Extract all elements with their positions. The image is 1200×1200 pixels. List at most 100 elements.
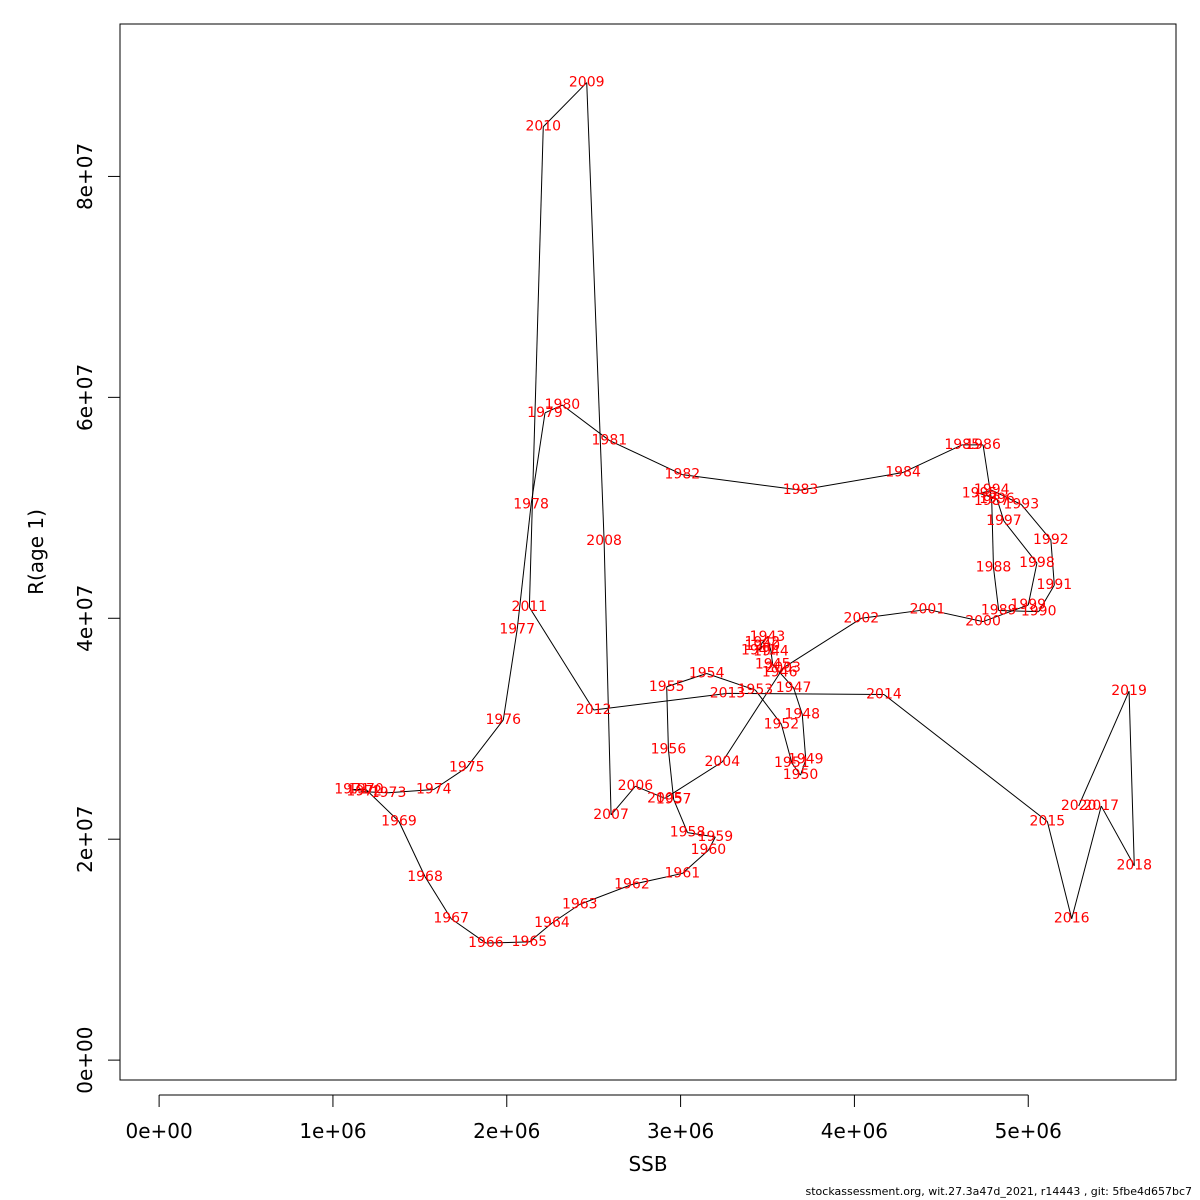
trajectory-segment xyxy=(927,608,984,623)
year-label-2000: 2000 xyxy=(965,614,1001,630)
trajectory-segment xyxy=(579,884,633,905)
trajectory-segment xyxy=(666,686,669,750)
year-label-1949: 1949 xyxy=(788,752,824,768)
trajectory-segment xyxy=(706,673,756,691)
trajectory-segment xyxy=(603,540,612,815)
trajectory-segment xyxy=(998,610,1039,613)
year-label-2017: 2017 xyxy=(1083,798,1119,814)
year-label-1984: 1984 xyxy=(885,464,921,480)
x-tick-label: 3e+06 xyxy=(647,1119,714,1143)
trajectory-segment xyxy=(758,642,763,651)
year-label-1979: 1979 xyxy=(527,405,563,421)
trajectory-segment xyxy=(529,922,553,943)
year-label-1955: 1955 xyxy=(649,679,685,695)
year-label-1951: 1951 xyxy=(774,755,810,771)
year-label-1958: 1958 xyxy=(670,825,706,841)
year-label-2001: 2001 xyxy=(910,601,946,617)
trajectory-segment xyxy=(542,82,588,128)
trajectory-segment xyxy=(664,761,723,799)
x-tick-label: 5e+06 xyxy=(995,1119,1062,1143)
trajectory-segment xyxy=(586,82,605,541)
year-label-2019: 2019 xyxy=(1111,683,1147,699)
trajectory-segment xyxy=(1050,539,1055,586)
trajectory-segment xyxy=(861,608,928,619)
trajectory-segment xyxy=(635,785,666,799)
year-label-1941: 1941 xyxy=(741,642,777,658)
year-label-1992: 1992 xyxy=(1033,532,1069,548)
trajectory-segment xyxy=(780,724,793,764)
y-tick-label: 4e+07 xyxy=(73,585,97,652)
year-label-1962: 1962 xyxy=(614,876,650,892)
year-label-1965: 1965 xyxy=(512,934,548,950)
year-label-2012: 2012 xyxy=(576,702,612,718)
trajectory-segment xyxy=(1003,520,1038,564)
year-label-1995: 1995 xyxy=(962,485,998,501)
trajectory-segment xyxy=(991,501,994,568)
year-label-2014: 2014 xyxy=(866,686,902,702)
trajectory-segment xyxy=(1100,805,1135,866)
year-label-1998: 1998 xyxy=(1019,555,1055,571)
trajectory-segment xyxy=(562,404,610,441)
trajectory-segment xyxy=(528,126,544,608)
year-label-1961: 1961 xyxy=(665,865,701,881)
trajectory-segment xyxy=(992,567,1000,611)
year-label-1980: 1980 xyxy=(545,397,581,413)
trajectory-segment xyxy=(800,471,904,491)
year-label-2006: 2006 xyxy=(618,778,654,794)
year-label-1948: 1948 xyxy=(784,706,820,722)
year-label-1986: 1986 xyxy=(965,437,1001,453)
year-label-1954: 1954 xyxy=(689,666,725,682)
trajectory-segment xyxy=(770,651,774,665)
trajectory-segment xyxy=(388,788,434,794)
trajectory-segment xyxy=(1046,821,1073,919)
year-label-2016: 2016 xyxy=(1054,911,1090,927)
year-label-1956: 1956 xyxy=(651,742,687,758)
trajectory-segment xyxy=(666,673,707,688)
year-label-1944: 1944 xyxy=(753,643,789,659)
trajectory-segment xyxy=(544,404,563,414)
year-label-1996: 1996 xyxy=(979,491,1015,507)
year-label-2008: 2008 xyxy=(586,533,622,549)
year-label-1969: 1969 xyxy=(381,814,417,830)
year-label-2007: 2007 xyxy=(593,807,629,823)
trajectory-segment xyxy=(996,498,1005,522)
trajectory-segment xyxy=(793,687,803,715)
trajectory-segment xyxy=(883,694,1048,822)
plot-frame xyxy=(119,23,1177,1081)
y-axis: 0e+00 2e+07 4e+07 6e+07 8e+07 xyxy=(73,143,121,1094)
trajectory-segment xyxy=(979,489,992,494)
year-label-1959: 1959 xyxy=(698,829,734,845)
recruitment-trajectory xyxy=(351,82,1135,944)
trajectory-segment xyxy=(433,766,468,790)
year-label-1973: 1973 xyxy=(371,785,407,801)
year-label-1981: 1981 xyxy=(592,432,628,448)
trajectory-segment xyxy=(502,629,518,720)
year-label-1997: 1997 xyxy=(986,513,1022,529)
trajectory-segment xyxy=(1071,805,1102,919)
year-label-1946: 1946 xyxy=(762,664,798,680)
year-label-1963: 1963 xyxy=(562,896,598,912)
trajectory-segment xyxy=(528,606,595,711)
year-label-1982: 1982 xyxy=(665,467,701,483)
year-label-1971: 1971 xyxy=(334,781,370,797)
year-label-2020: 2020 xyxy=(1061,798,1097,814)
year-label-1972: 1972 xyxy=(346,784,382,800)
y-tick-label: 8e+07 xyxy=(73,143,97,210)
trajectory-segment xyxy=(667,749,675,800)
trajectory-segment xyxy=(1020,504,1052,541)
year-label-1942: 1942 xyxy=(744,635,780,651)
y-axis-title: R(age 1) xyxy=(24,509,48,595)
year-label-1989: 1989 xyxy=(981,603,1017,619)
x-axis: 0e+00 1e+06 2e+06 3e+06 4e+06 5e+06 xyxy=(125,1094,1062,1143)
trajectory-segment xyxy=(902,444,963,473)
trajectory-segment xyxy=(610,785,636,816)
year-label-2013: 2013 xyxy=(710,685,746,701)
year-label-2002: 2002 xyxy=(844,610,880,626)
trajectory-segment xyxy=(631,872,683,885)
x-axis-title: SSB xyxy=(628,1152,667,1176)
year-label-2011: 2011 xyxy=(512,599,548,615)
trajectory-segment xyxy=(450,918,487,944)
year-label-1985: 1985 xyxy=(944,437,980,453)
year-label-1968: 1968 xyxy=(407,869,443,885)
trajectory-segment xyxy=(466,719,504,768)
